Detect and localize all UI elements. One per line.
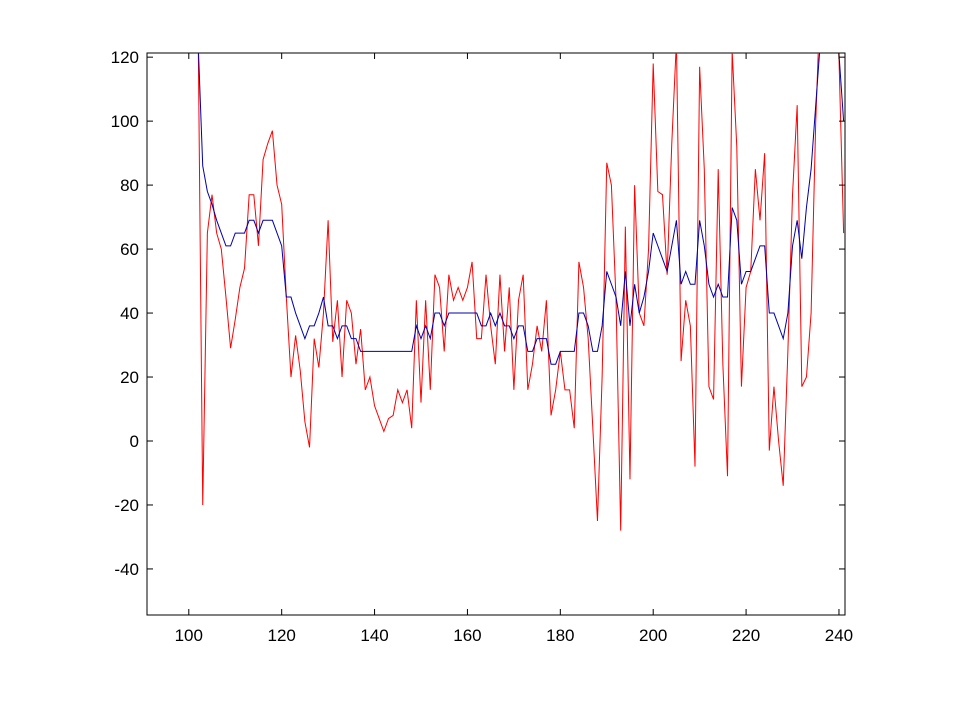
data-line	[197, 53, 845, 531]
y-tick-label: 20	[120, 368, 139, 387]
x-tick-label: 160	[453, 626, 481, 645]
y-tick-label: -20	[114, 496, 139, 515]
y-tick-label: -40	[114, 560, 139, 579]
y-tick-label: 60	[120, 240, 139, 259]
x-tick-label: 180	[546, 626, 574, 645]
y-tick-label: 100	[111, 112, 139, 131]
x-tick-label: 100	[175, 626, 203, 645]
x-tick-label: 120	[267, 626, 295, 645]
y-tick-label: 40	[120, 304, 139, 323]
x-tick-label: 140	[360, 626, 388, 645]
x-tick-label: 220	[732, 626, 760, 645]
x-tick-label: 200	[639, 626, 667, 645]
plot-lines	[197, 53, 845, 531]
y-tick-label: 120	[111, 48, 139, 67]
y-tick-label: 80	[120, 176, 139, 195]
y-tick-label: 0	[130, 432, 139, 451]
data-line	[198, 53, 845, 365]
x-tick-label: 240	[825, 626, 853, 645]
